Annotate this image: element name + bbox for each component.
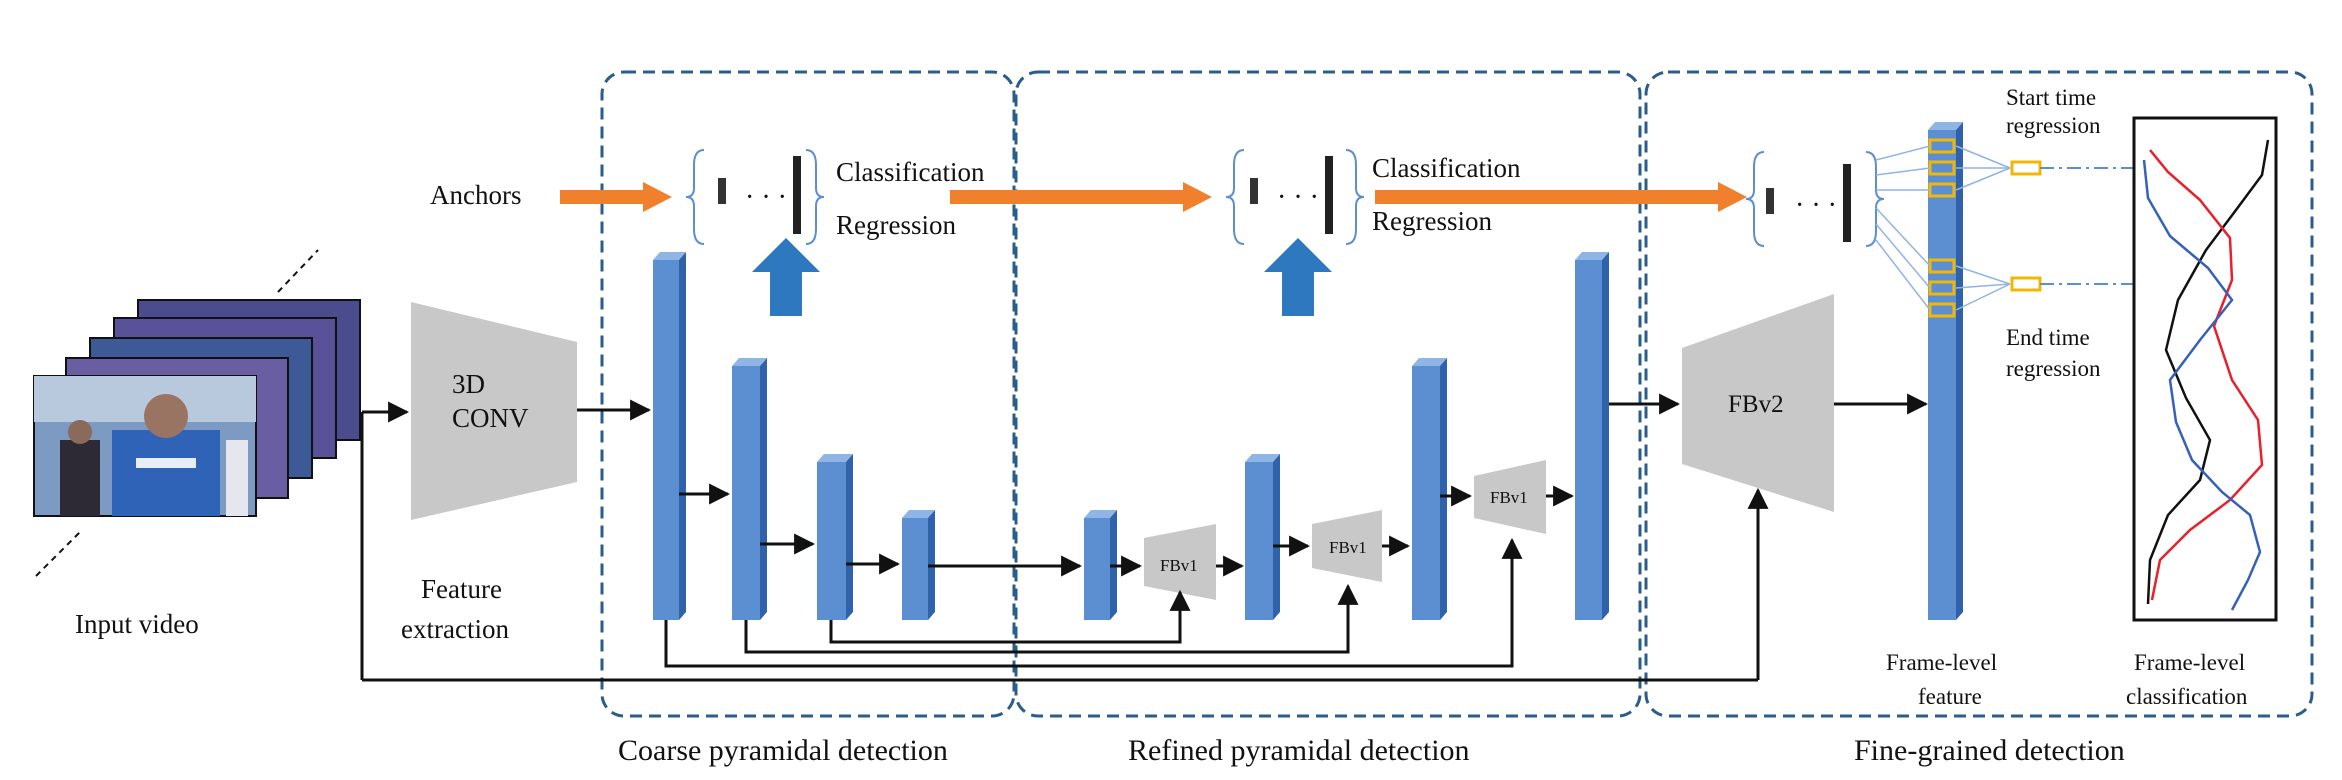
anchor-to-feature-lines xyxy=(1875,145,2011,311)
fbv1-block-3 xyxy=(1474,460,1546,534)
refined-feature-block-2 xyxy=(1245,454,1280,620)
frame-level-classification-label-line2: classification xyxy=(2126,684,2248,709)
coarse-feature-block-1 xyxy=(653,252,686,620)
skip-connection-3 xyxy=(829,589,1191,644)
input-video-frames xyxy=(33,249,361,577)
3d-conv-trapezoid xyxy=(411,302,577,520)
frame-level-classification-label-line1: Frame-level xyxy=(2134,650,2245,675)
refined-up-arrow xyxy=(1264,238,1332,316)
start-time-label-line1: Start time xyxy=(2006,85,2096,110)
fine-section-label: Fine-grained detection xyxy=(1854,734,2125,767)
refined-classification-label: Classification xyxy=(1372,153,1521,183)
input-video-label: Input video xyxy=(75,609,199,639)
skip-connection-1 xyxy=(664,537,1523,668)
coarse-feature-block-2 xyxy=(732,358,767,620)
fbv1-label-3: FBv1 xyxy=(1490,488,1528,507)
coarse-anchor-group: · · · xyxy=(685,149,825,245)
frame-level-feature-label-line1: Frame-level xyxy=(1886,650,1997,675)
fine-anchor-group: · · · xyxy=(1745,151,1885,247)
coarse-feature-block-3 xyxy=(817,454,853,620)
frame-level-feature-bar xyxy=(1928,122,1963,620)
skip-connection-2 xyxy=(744,583,1359,654)
feature-extraction-label-line2: extraction xyxy=(401,614,509,644)
video-frame-front xyxy=(33,375,257,517)
fine-section-box xyxy=(1644,70,2314,718)
refined-feature-block-3 xyxy=(1412,358,1447,620)
frame-level-classification-plot xyxy=(2132,116,2278,622)
refined-feature-block-4 xyxy=(1575,252,1609,620)
refined-section-box xyxy=(1014,70,1642,718)
frame-level-feature-label-line2: feature xyxy=(1918,684,1982,709)
3d-conv-label-line2: CONV xyxy=(452,403,529,433)
svg-text:· · ·: · · · xyxy=(745,182,787,213)
fbv2-label: FBv2 xyxy=(1728,391,1784,418)
svg-text:· · ·: · · · xyxy=(1795,190,1837,221)
refined-anchor-group: · · · xyxy=(1225,149,1365,245)
end-time-label-line1: End time xyxy=(2006,325,2090,350)
coarse-classification-label: Classification xyxy=(836,157,985,187)
coarse-section-label: Coarse pyramidal detection xyxy=(618,734,948,767)
svg-text:· · ·: · · · xyxy=(1277,182,1319,213)
fbv1-label-1: FBv1 xyxy=(1160,556,1198,575)
anchors-label: Anchors xyxy=(430,180,521,210)
fbv1-block-2 xyxy=(1312,510,1382,582)
start-time-box xyxy=(2010,160,2042,176)
refined-regression-label: Regression xyxy=(1372,206,1492,236)
coarse-up-arrow xyxy=(752,238,820,316)
feature-extraction-label-line1: Feature xyxy=(421,574,502,604)
classification-curve-blue xyxy=(2142,159,2262,611)
fbv1-label-2: FBv1 xyxy=(1329,538,1367,557)
coarse-section-box xyxy=(600,70,1016,718)
end-time-box xyxy=(2010,276,2042,292)
coarse-regression-label: Regression xyxy=(836,210,956,240)
end-time-label-line2: regression xyxy=(2006,356,2101,381)
start-time-label-line2: regression xyxy=(2006,113,2101,138)
refined-section-label: Refined pyramidal detection xyxy=(1128,734,1470,767)
fbv1-block-1 xyxy=(1144,524,1216,600)
3d-conv-label-line1: 3D xyxy=(452,369,485,399)
coarse-feature-block-4 xyxy=(902,510,935,620)
fbv2-trapezoid xyxy=(1682,294,1834,512)
classification-curve-red xyxy=(2149,149,2264,601)
